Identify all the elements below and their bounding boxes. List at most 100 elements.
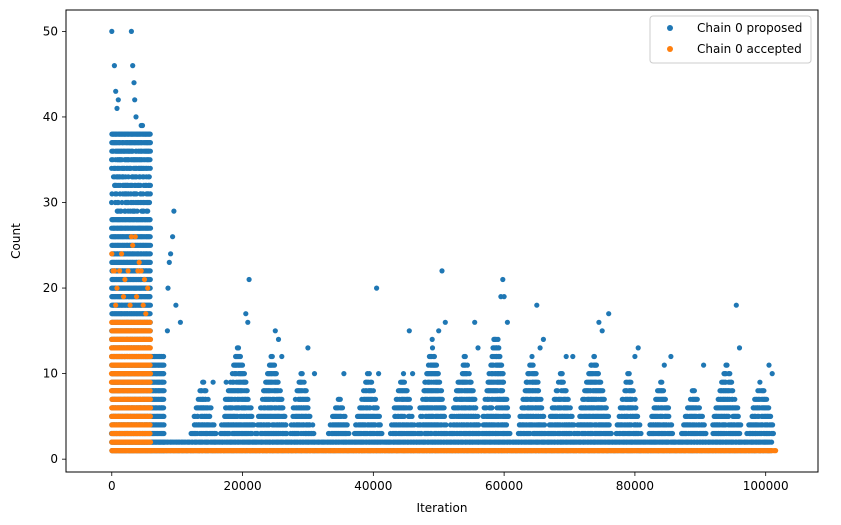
proposed-point [737, 430, 743, 437]
proposed-point [729, 379, 735, 385]
proposed-point [131, 80, 137, 86]
proposed-point [171, 208, 177, 214]
proposed-point [770, 422, 776, 428]
proposed-point [603, 405, 609, 411]
proposed-point [245, 319, 251, 325]
proposed-point [442, 319, 448, 325]
proposed-point [489, 405, 495, 411]
proposed-point [637, 422, 643, 428]
proposed-point [769, 371, 775, 377]
proposed-point [635, 345, 641, 351]
proposed-point [691, 388, 698, 394]
proposed-point [277, 388, 283, 394]
proposed-point [404, 388, 410, 394]
proposed-point [441, 405, 447, 411]
proposed-point [662, 396, 669, 402]
proposed-point [628, 379, 634, 385]
proposed-point [736, 345, 743, 351]
proposed-point [535, 379, 541, 385]
proposed-point [147, 311, 153, 317]
proposed-point [466, 371, 472, 377]
proposed-point [133, 114, 139, 120]
proposed-point [161, 353, 167, 360]
proposed-point [401, 379, 407, 385]
proposed-point [770, 430, 777, 437]
proposed-point [299, 371, 305, 377]
proposed-point [701, 422, 707, 428]
proposed-point [764, 396, 770, 402]
proposed-point [605, 413, 612, 419]
proposed-point [311, 430, 317, 437]
proposed-point [282, 413, 288, 419]
accepted-point [147, 439, 154, 445]
proposed-point [501, 294, 507, 300]
proposed-point [239, 362, 246, 368]
proposed-point [140, 191, 146, 197]
proposed-point [201, 379, 207, 385]
proposed-point [669, 422, 675, 428]
proposed-point [661, 362, 667, 368]
proposed-point [433, 362, 440, 368]
proposed-point [497, 353, 503, 360]
proposed-point [462, 353, 468, 360]
accepted-point [147, 430, 153, 437]
proposed-point [146, 199, 153, 206]
proposed-point [147, 234, 153, 240]
proposed-point [133, 191, 139, 197]
proposed-point [703, 430, 709, 437]
proposed-point [438, 388, 445, 394]
proposed-point [599, 328, 605, 334]
proposed-point [275, 336, 282, 342]
proposed-point [310, 422, 316, 428]
proposed-point [235, 345, 242, 351]
proposed-point [111, 63, 117, 69]
proposed-point [600, 388, 606, 394]
proposed-point [606, 311, 612, 317]
proposed-point [733, 302, 739, 308]
proposed-point [665, 405, 672, 411]
proposed-point [161, 396, 167, 402]
proposed-point [147, 165, 153, 171]
proposed-point [280, 405, 286, 411]
proposed-point [374, 285, 380, 291]
proposed-point [161, 371, 167, 377]
proposed-point [246, 276, 252, 283]
proposed-point [161, 430, 167, 437]
proposed-point [475, 413, 481, 419]
proposed-point [660, 388, 667, 394]
proposed-point [115, 97, 121, 103]
proposed-point [470, 388, 476, 394]
proposed-point [207, 413, 213, 419]
proposed-point [429, 336, 435, 342]
proposed-point [400, 371, 407, 377]
proposed-point [109, 28, 115, 34]
proposed-point [537, 345, 543, 351]
proposed-point [724, 362, 730, 368]
proposed-point [559, 371, 565, 377]
proposed-point [768, 413, 774, 419]
proposed-point [504, 319, 510, 325]
proposed-point [668, 353, 674, 360]
proposed-point [563, 388, 569, 394]
proposed-point [598, 379, 604, 385]
proposed-point [177, 319, 183, 325]
proposed-point [476, 422, 482, 428]
proposed-point [134, 208, 140, 214]
proposed-point [766, 405, 772, 411]
proposed-point [593, 362, 600, 368]
proposed-point [669, 430, 676, 437]
proposed-point [439, 268, 445, 274]
proposed-point [500, 388, 506, 394]
proposed-point [533, 371, 539, 377]
proposed-point [165, 285, 171, 291]
proposed-point [500, 371, 506, 377]
proposed-point [406, 328, 412, 334]
proposed-point [555, 388, 561, 394]
proposed-point [376, 413, 382, 419]
proposed-point [249, 413, 255, 419]
proposed-point [168, 251, 174, 257]
proposed-point [630, 388, 636, 394]
proposed-point [147, 268, 153, 274]
proposed-point [284, 430, 290, 437]
